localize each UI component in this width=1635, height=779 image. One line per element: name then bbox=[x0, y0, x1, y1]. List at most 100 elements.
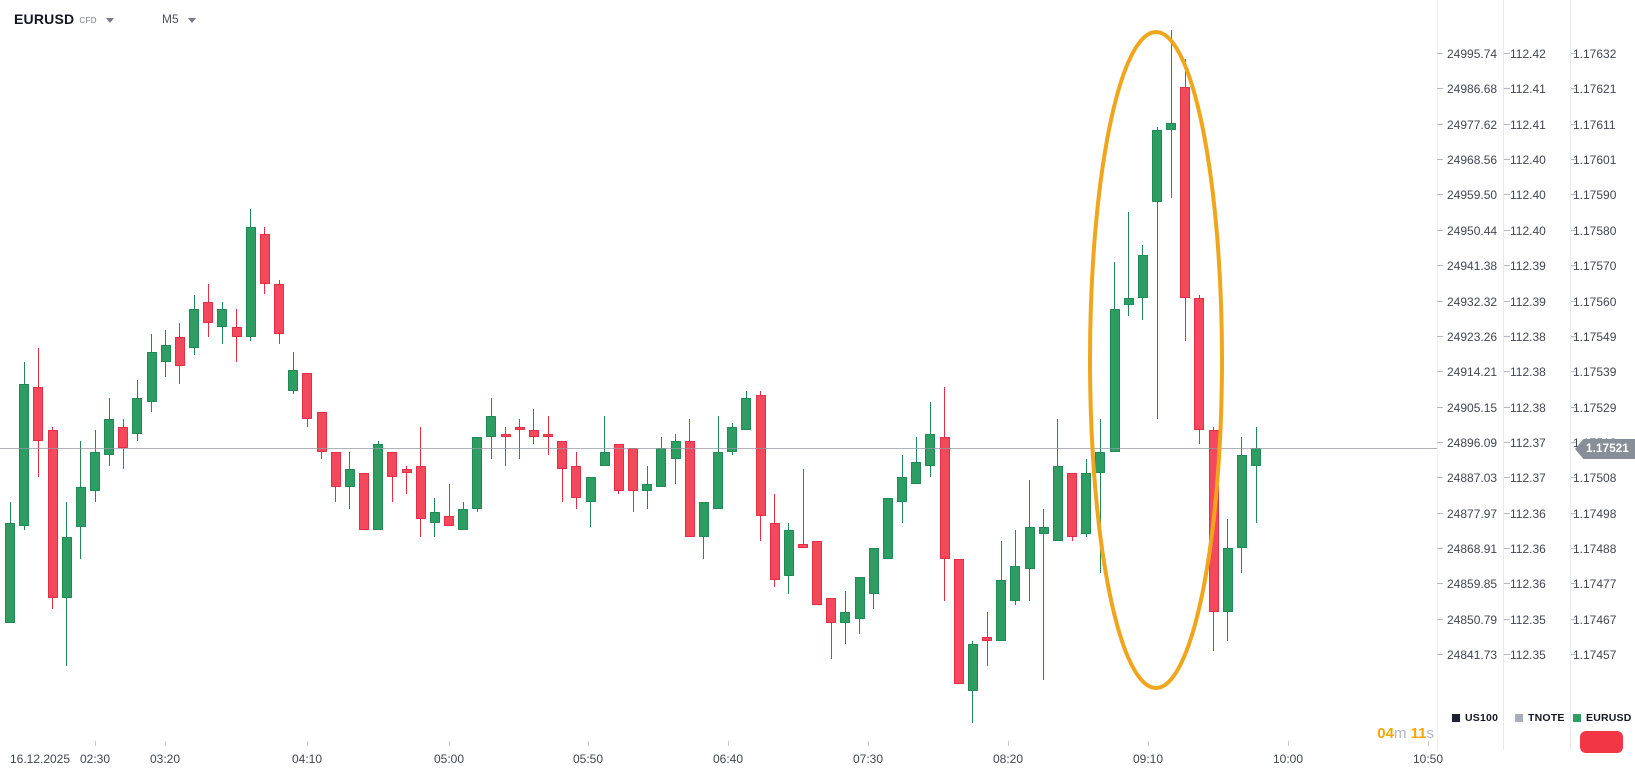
scale-price-label-us100: 24959.50 bbox=[1447, 188, 1498, 203]
candle-down bbox=[174, 337, 185, 366]
price-scale-row: 24877.97 112.36 1.17498 bbox=[0, 507, 1635, 521]
current-price-tag: 1.17521 bbox=[1575, 439, 1635, 459]
candle-down bbox=[557, 440, 568, 470]
scale-price-label-us100: 24950.44 bbox=[1447, 223, 1498, 238]
candle-down bbox=[118, 426, 129, 448]
candle-up bbox=[1081, 473, 1092, 534]
time-label: 09:10 bbox=[1132, 752, 1164, 766]
symbol-selector[interactable]: EURUSD CFD bbox=[14, 11, 114, 27]
price-scale-row: 24959.50 112.40 1.17590 bbox=[0, 188, 1635, 202]
scale-column-separator bbox=[1437, 0, 1438, 750]
current-price-line bbox=[0, 448, 1437, 449]
candle-up bbox=[868, 548, 879, 595]
candle-up bbox=[1095, 451, 1106, 473]
scale-tick-dash bbox=[1571, 229, 1577, 231]
legend-color-swatch bbox=[1573, 714, 1581, 722]
scale-price-label-us100: 24877.97 bbox=[1447, 506, 1498, 521]
scale-price-label-eurusd: 1.17498 bbox=[1573, 506, 1617, 521]
candle-up bbox=[1052, 465, 1063, 541]
scale-price-label-tnote: 112.37 bbox=[1510, 471, 1546, 486]
candle-down bbox=[1208, 430, 1219, 613]
candle-up bbox=[840, 612, 851, 623]
scale-price-label-eurusd: 1.17560 bbox=[1573, 294, 1617, 309]
scale-column-separator bbox=[1503, 0, 1504, 750]
scale-price-label-us100: 24868.91 bbox=[1447, 541, 1498, 556]
scale-price-label-tnote: 112.41 bbox=[1510, 82, 1546, 97]
price-scale-row: 24968.56 112.40 1.17601 bbox=[0, 153, 1635, 167]
candlestick-chart bbox=[5, 30, 1262, 723]
scale-tick-dash bbox=[1571, 512, 1577, 514]
scale-tick-dash bbox=[1504, 123, 1510, 125]
scale-price-label-us100: 24932.32 bbox=[1447, 294, 1498, 309]
scale-price-label-eurusd: 1.17467 bbox=[1573, 612, 1617, 627]
candle-up bbox=[783, 530, 794, 577]
candle-wick bbox=[604, 415, 606, 466]
candle-up bbox=[656, 448, 667, 488]
scale-price-label-us100: 24968.56 bbox=[1447, 153, 1498, 168]
candle-up bbox=[189, 308, 200, 349]
candle-up bbox=[1137, 255, 1148, 298]
scale-tick-dash bbox=[1571, 441, 1577, 443]
time-label: 05:50 bbox=[572, 752, 604, 766]
candle-up bbox=[132, 398, 143, 434]
candle-down bbox=[302, 373, 313, 420]
scale-tick-dash bbox=[1571, 371, 1577, 373]
bar-countdown-timer: 04m 11s bbox=[1330, 725, 1434, 742]
candle-wick bbox=[448, 483, 450, 527]
legend-item-tnote[interactable]: TNOTE bbox=[1515, 712, 1565, 724]
candle-down bbox=[1067, 473, 1077, 538]
candle-down bbox=[826, 597, 837, 623]
candle-up bbox=[19, 383, 30, 527]
time-label: 02:30 bbox=[79, 752, 111, 766]
scale-price-label-us100: 24995.74 bbox=[1447, 47, 1498, 61]
scale-tick-dash bbox=[1504, 618, 1510, 620]
candle-down bbox=[1194, 298, 1205, 431]
scale-tick-dash bbox=[1437, 123, 1443, 125]
candle-up bbox=[160, 344, 171, 363]
scale-price-label-eurusd: 1.17632 bbox=[1573, 47, 1617, 61]
scale-tick-dash bbox=[1504, 229, 1510, 231]
candle-down bbox=[330, 451, 341, 488]
candle-up bbox=[1010, 565, 1021, 602]
candle-wick bbox=[915, 437, 917, 484]
scale-price-label-tnote: 112.35 bbox=[1510, 648, 1546, 662]
legend-item-us100[interactable]: US100 bbox=[1452, 712, 1498, 724]
scale-price-label-tnote: 112.39 bbox=[1510, 259, 1546, 274]
candle-up bbox=[911, 462, 922, 484]
candle-down bbox=[33, 387, 44, 441]
scale-tick-dash bbox=[1571, 53, 1577, 54]
candle-down bbox=[798, 544, 808, 548]
candle-up bbox=[458, 508, 469, 531]
countdown-minutes-unit: m bbox=[1393, 725, 1407, 742]
scale-price-label-eurusd: 1.17457 bbox=[1573, 648, 1617, 662]
price-scale-row: 24932.32 112.39 1.17560 bbox=[0, 295, 1635, 309]
scale-price-label-tnote: 112.38 bbox=[1510, 400, 1546, 415]
candle-up bbox=[288, 369, 299, 391]
scale-tick-dash bbox=[1571, 547, 1577, 549]
legend-item-eurusd[interactable]: EURUSD bbox=[1573, 712, 1632, 724]
scale-tick-dash bbox=[1504, 371, 1510, 373]
scale-tick-dash bbox=[1504, 441, 1510, 443]
price-scale-row: 24850.79 112.35 1.17467 bbox=[0, 613, 1635, 627]
candle-down bbox=[387, 451, 398, 477]
candle-up bbox=[854, 576, 865, 620]
candle-down bbox=[939, 437, 950, 559]
scale-price-label-eurusd: 1.17529 bbox=[1573, 400, 1617, 415]
scale-price-label-eurusd: 1.17601 bbox=[1573, 153, 1617, 168]
scale-price-label-us100: 24986.68 bbox=[1447, 82, 1498, 97]
legend-label: US100 bbox=[1465, 712, 1499, 724]
candle-down bbox=[812, 540, 823, 606]
candle-up bbox=[245, 226, 256, 338]
timeframe-selector[interactable]: M5 bbox=[162, 12, 196, 26]
scale-tick-dash bbox=[1437, 88, 1443, 90]
time-label: 08:20 bbox=[992, 752, 1024, 766]
scale-tick-dash bbox=[1504, 53, 1510, 54]
scale-tick-dash bbox=[1504, 654, 1510, 655]
candle-up bbox=[1123, 298, 1134, 306]
price-scale-row: 24841.73 112.35 1.17457 bbox=[0, 648, 1635, 662]
sell-price-badge[interactable] bbox=[1580, 731, 1623, 753]
countdown-seconds: 11 bbox=[1410, 725, 1427, 742]
candle-down bbox=[231, 326, 242, 338]
candle-down bbox=[543, 433, 554, 438]
candle-up bbox=[599, 451, 610, 466]
